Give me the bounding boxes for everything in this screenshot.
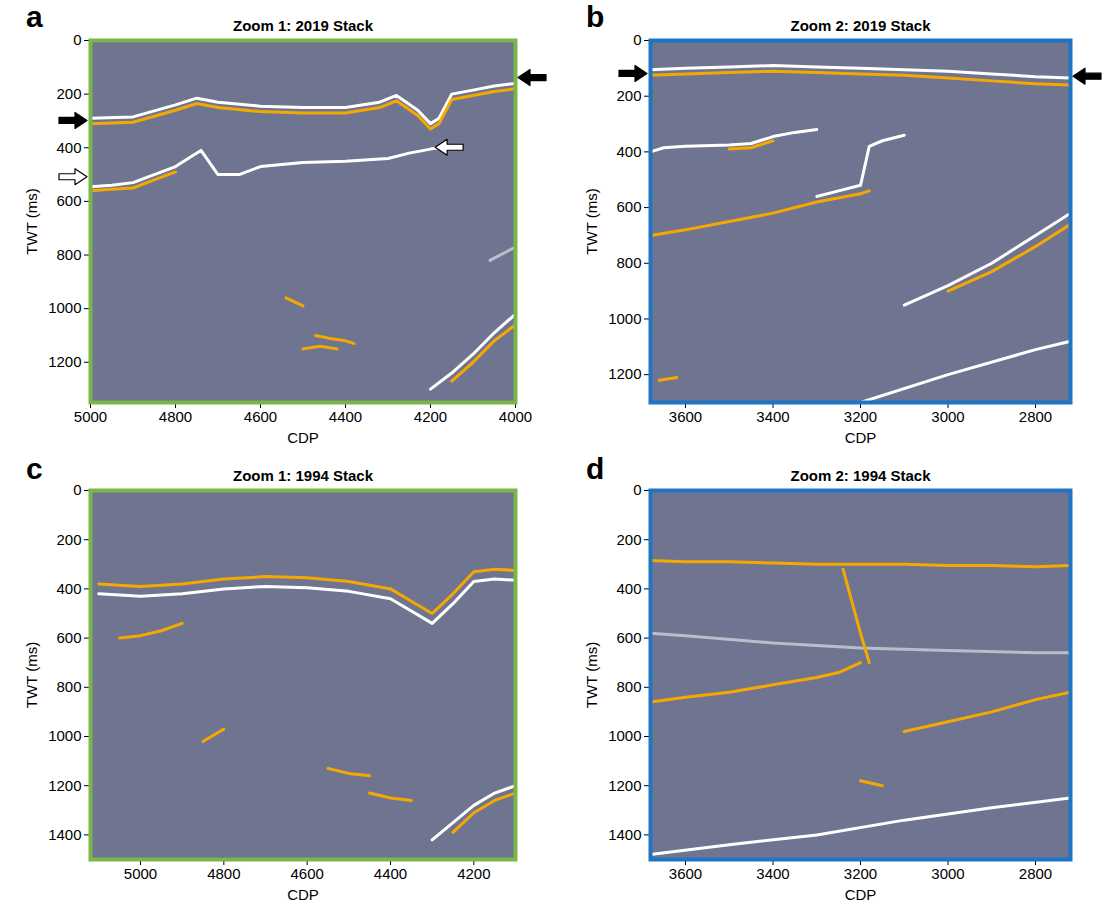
svg-text:2800: 2800	[1019, 408, 1052, 425]
svg-text:400: 400	[616, 143, 641, 160]
svg-text:4800: 4800	[159, 408, 192, 425]
svg-text:1000: 1000	[608, 310, 641, 327]
svg-text:0: 0	[633, 31, 641, 48]
svg-text:1200: 1200	[48, 777, 81, 794]
svg-text:400: 400	[56, 580, 81, 597]
svg-text:Zoom 1: 2019 Stack: Zoom 1: 2019 Stack	[233, 17, 374, 34]
svg-text:4600: 4600	[244, 408, 277, 425]
svg-text:1200: 1200	[48, 353, 81, 370]
svg-text:3200: 3200	[844, 865, 877, 882]
svg-text:200: 200	[56, 531, 81, 548]
svg-text:600: 600	[56, 192, 81, 209]
svg-text:600: 600	[56, 629, 81, 646]
svg-text:0: 0	[73, 31, 81, 48]
html-text:d: d	[586, 452, 605, 485]
svg-text:5000: 5000	[124, 865, 157, 882]
svg-text:1000: 1000	[48, 299, 81, 316]
svg-text:4800: 4800	[207, 865, 240, 882]
svg-text:3400: 3400	[756, 408, 789, 425]
svg-text:4200: 4200	[457, 865, 490, 882]
svg-text:200: 200	[56, 85, 81, 102]
svg-text:800: 800	[616, 254, 641, 271]
svg-text:200: 200	[616, 87, 641, 104]
svg-text:TWT (ms): TWT (ms)	[583, 642, 600, 708]
svg-text:600: 600	[616, 198, 641, 215]
svg-text:TWT (ms): TWT (ms)	[583, 188, 600, 254]
svg-text:CDP: CDP	[845, 886, 877, 903]
svg-text:600: 600	[616, 629, 641, 646]
svg-text:200: 200	[616, 531, 641, 548]
svg-text:3000: 3000	[931, 865, 964, 882]
svg-text:3600: 3600	[669, 408, 702, 425]
svg-text:1000: 1000	[608, 727, 641, 744]
svg-text:1400: 1400	[48, 826, 81, 843]
svg-text:2800: 2800	[1019, 865, 1052, 882]
svg-text:CDP: CDP	[287, 886, 319, 903]
svg-text:3000: 3000	[931, 408, 964, 425]
svg-text:800: 800	[56, 246, 81, 263]
svg-text:1200: 1200	[608, 365, 641, 382]
svg-text:0: 0	[73, 481, 81, 498]
svg-text:4200: 4200	[414, 408, 447, 425]
svg-text:800: 800	[56, 678, 81, 695]
svg-text:CDP: CDP	[287, 429, 319, 446]
svg-text:Zoom 1: 1994 Stack: Zoom 1: 1994 Stack	[233, 467, 374, 484]
svg-text:5000: 5000	[74, 408, 107, 425]
svg-text:3400: 3400	[756, 865, 789, 882]
html-text:b: b	[586, 0, 605, 33]
svg-text:3600: 3600	[669, 865, 702, 882]
svg-text:1200: 1200	[608, 777, 641, 794]
svg-text:400: 400	[56, 139, 81, 156]
svg-text:3200: 3200	[844, 408, 877, 425]
svg-text:4400: 4400	[329, 408, 362, 425]
svg-text:0: 0	[633, 481, 641, 498]
html-text:a: a	[26, 0, 43, 33]
svg-text:800: 800	[616, 678, 641, 695]
svg-text:1400: 1400	[608, 826, 641, 843]
svg-text:Zoom 2: 2019 Stack: Zoom 2: 2019 Stack	[790, 17, 931, 34]
svg-text:Zoom 2: 1994 Stack: Zoom 2: 1994 Stack	[790, 467, 931, 484]
svg-text:TWT (ms): TWT (ms)	[23, 188, 40, 254]
html-text:c: c	[26, 452, 43, 485]
svg-text:400: 400	[616, 580, 641, 597]
svg-text:1000: 1000	[48, 727, 81, 744]
svg-text:4000: 4000	[499, 408, 532, 425]
svg-text:4600: 4600	[290, 865, 323, 882]
svg-text:TWT (ms): TWT (ms)	[23, 642, 40, 708]
svg-text:4400: 4400	[374, 865, 407, 882]
svg-text:CDP: CDP	[845, 429, 877, 446]
